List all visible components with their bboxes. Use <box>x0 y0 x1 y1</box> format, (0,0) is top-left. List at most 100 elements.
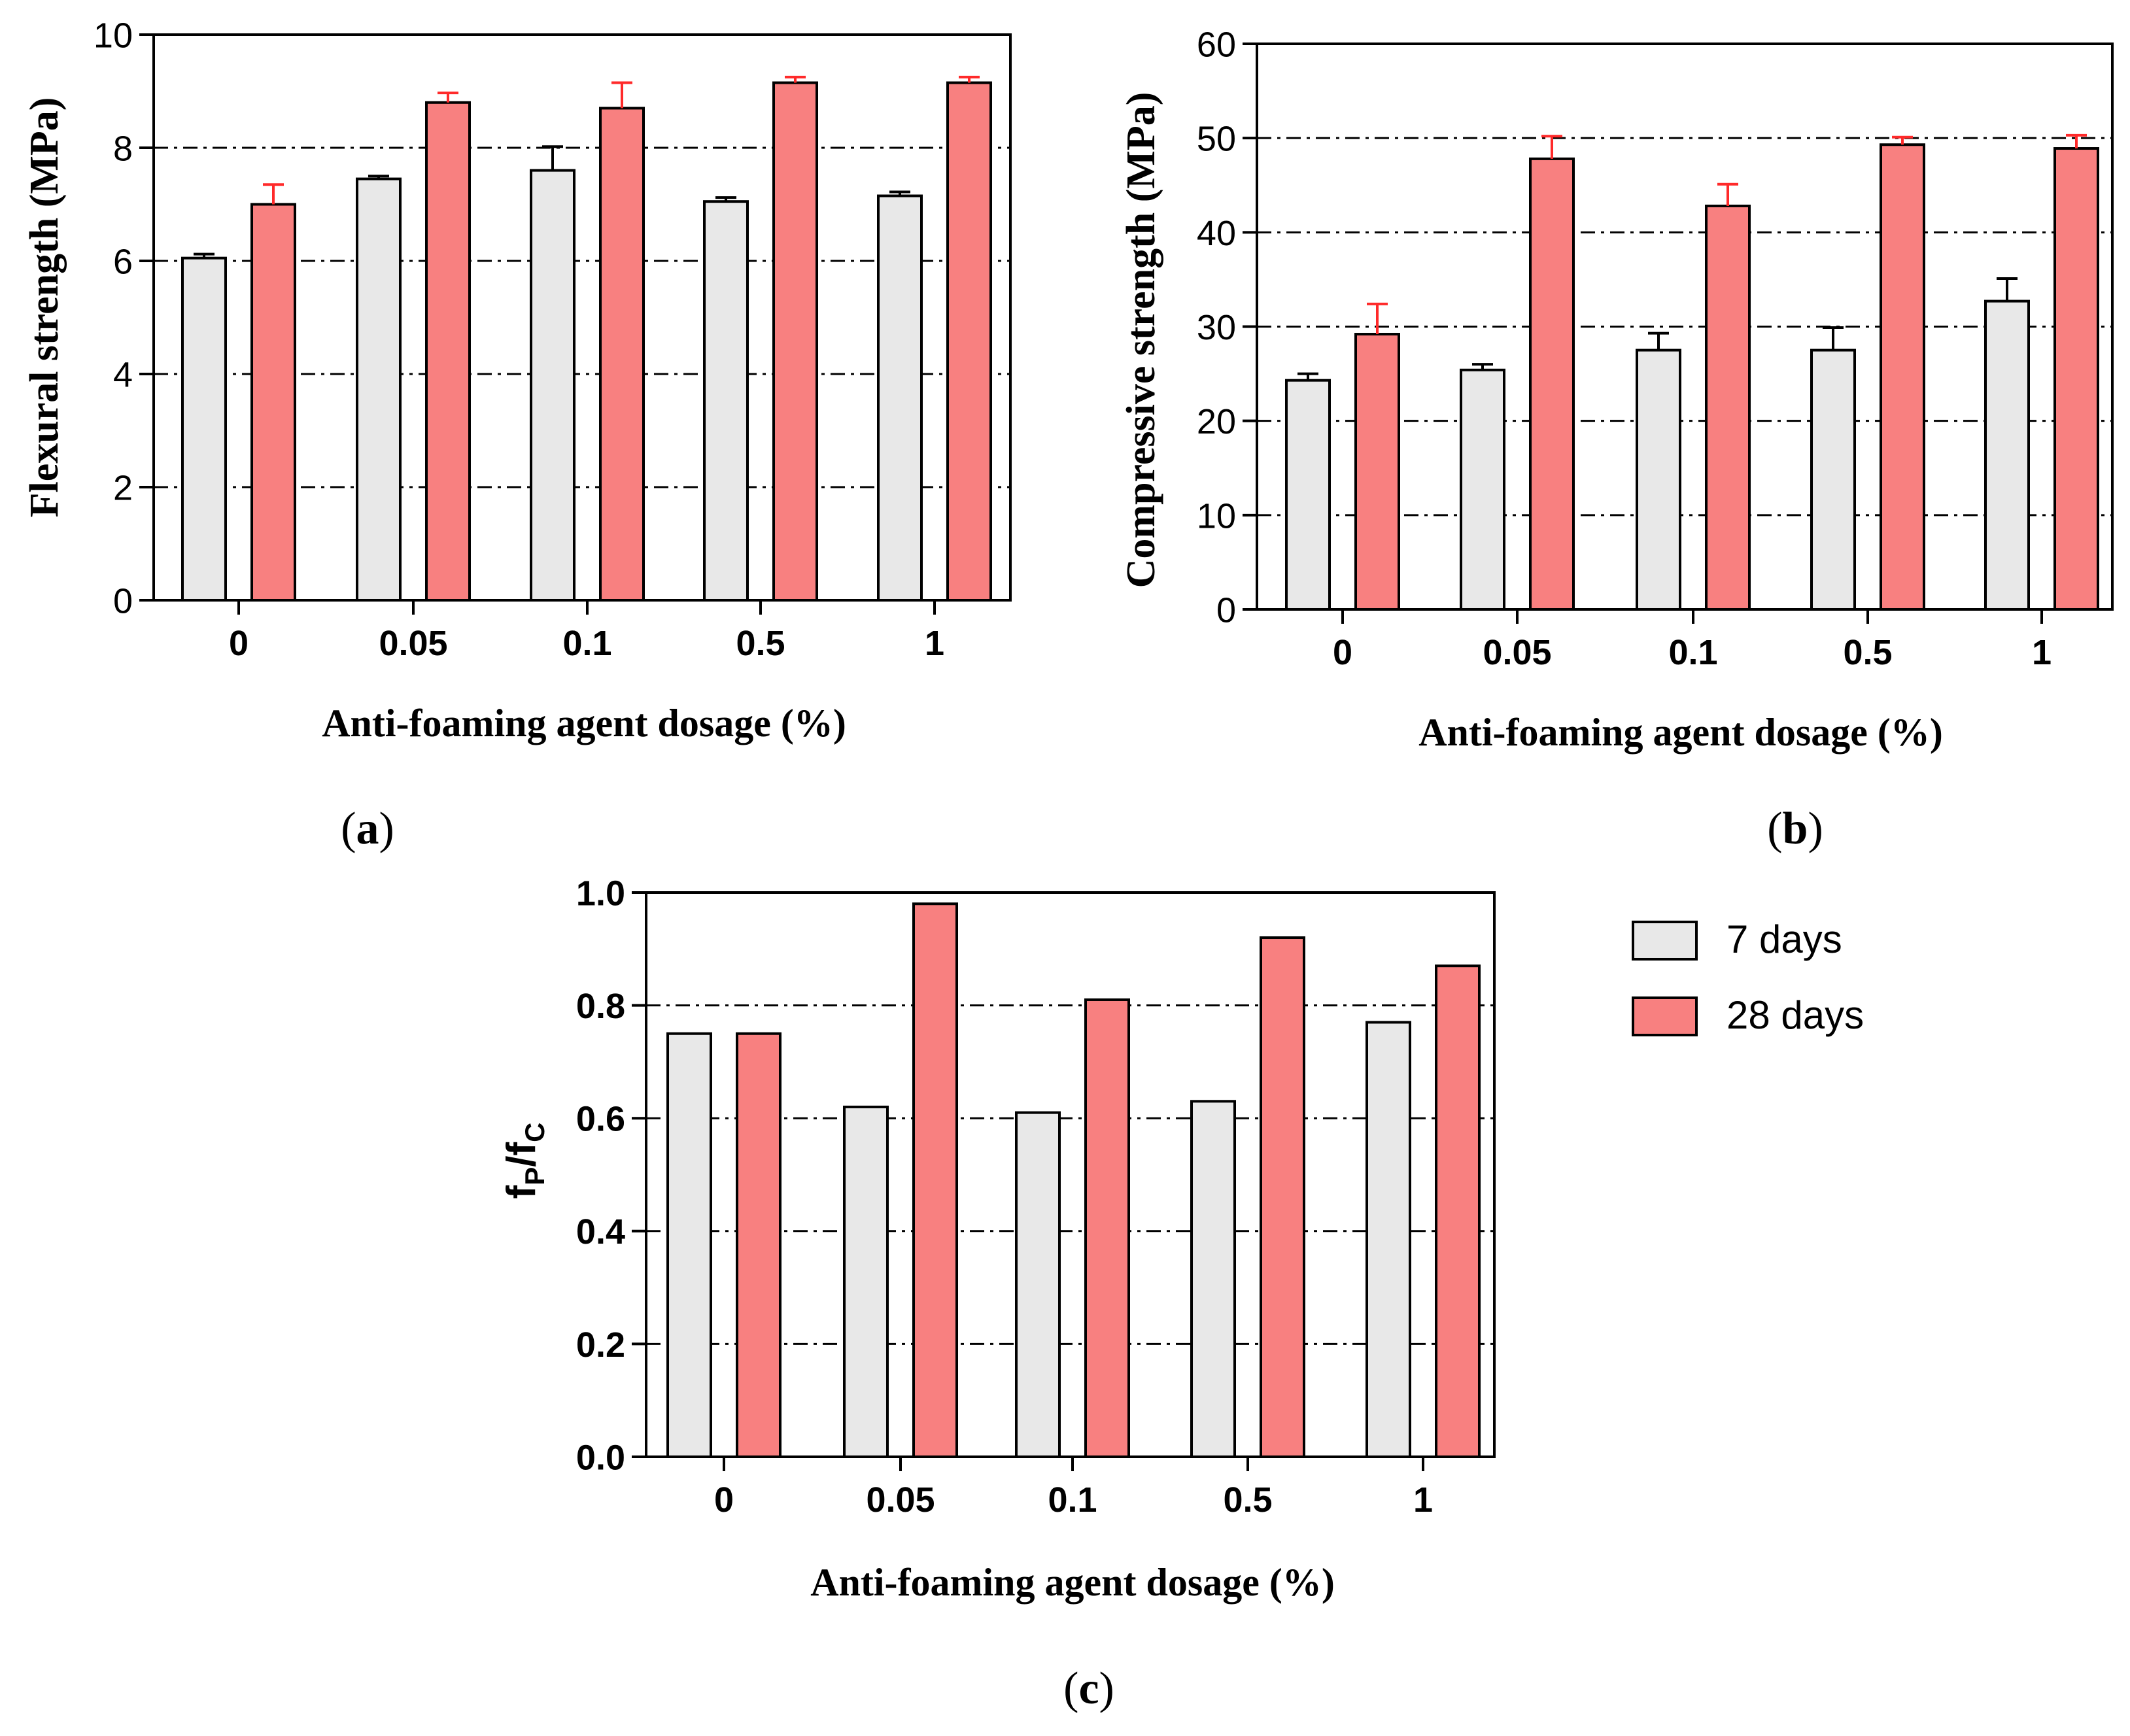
panel-c-y-axis-label: fP/fC <box>499 1123 550 1199</box>
panel-b-ytick-label-6: 60 <box>1197 25 1236 64</box>
panel-b-bar-28d-2 <box>1705 204 1751 611</box>
panel-c-bar-28d-1 <box>912 902 958 1458</box>
panel-a-xtick-label-3: 0.5 <box>736 624 785 663</box>
panel-a-bar-7d-0 <box>181 256 227 602</box>
panel-a-ytick-label-5: 10 <box>94 16 133 55</box>
panel-a-ytick-label-0: 0 <box>113 581 133 621</box>
legend-label-7-days: 7 days <box>1726 917 1842 961</box>
legend-swatch-7-days <box>1632 921 1698 961</box>
panel-a-bar-28d-0 <box>250 203 296 602</box>
panel-c-bar-28d-2 <box>1084 998 1130 1458</box>
panel-b-bar-7d-1 <box>1460 368 1505 611</box>
panel-c-bars <box>666 902 1481 1459</box>
panel-c-xtick-label-3: 0.5 <box>1223 1480 1272 1520</box>
panel-c-xtick-label-2: 0.1 <box>1048 1480 1097 1520</box>
panel-b-ytick-label-0: 0 <box>1216 590 1236 630</box>
panel-a-xtick-label-4: 1 <box>925 624 944 663</box>
panel-a-bar-28d-3 <box>772 81 818 602</box>
legend-label-28-days: 28 days <box>1726 993 1864 1037</box>
panel-b-xtick-label-0: 0 <box>1333 633 1352 672</box>
panel-b-x-ticks: 0 0.05 0.1 0.5 1 <box>1257 608 2112 672</box>
panel-b-bar-28d-3 <box>1880 143 1925 611</box>
panel-c-bar-7d-0 <box>666 1032 712 1458</box>
panel-c-bar-7d-4 <box>1366 1021 1411 1458</box>
panel-c-x-ticks: 0 0.05 0.1 0.5 1 <box>646 1455 1494 1520</box>
panel-b-ytick-label-5: 50 <box>1197 120 1236 159</box>
panel-b-y-ticks: 0 10 20 30 40 50 60 <box>1197 25 1257 630</box>
panel-a-caption-letter: a <box>356 804 379 854</box>
panel-c-caption: (c) <box>1063 1663 1114 1714</box>
panel-c-x-axis-label: Anti-foaming agent dosage (%) <box>810 1561 1335 1604</box>
panel-c-bar-28d-3 <box>1260 936 1305 1459</box>
panel-a-gridlines <box>154 146 1010 488</box>
panel-b-gridlines <box>1257 137 2112 517</box>
panel-a-ytick-label-2: 4 <box>113 355 133 394</box>
panel-a-bar-7d-1 <box>356 177 402 602</box>
panel-a-ytick-label-1: 2 <box>113 468 133 507</box>
panel-b-ytick-label-4: 40 <box>1197 214 1236 253</box>
panel-c-ylabel-sep: /f <box>499 1142 544 1167</box>
panel-b-caption-letter: b <box>1783 804 1808 854</box>
panel-b-bar-28d-0 <box>1354 333 1400 611</box>
panel-c-y-ticks: 0.0 0.2 0.4 0.6 0.8 1.0 <box>576 874 646 1477</box>
panel-b-bar-7d-0 <box>1285 379 1331 611</box>
panel-a-bar-7d-2 <box>530 169 575 602</box>
panel-c-bar-28d-0 <box>736 1032 782 1458</box>
panel-c-gridlines <box>646 1004 1494 1345</box>
panel-c-ytick-label-3: 0.6 <box>576 1100 625 1139</box>
panel-c-xtick-label-1: 0.05 <box>866 1480 935 1520</box>
panel-c-xtick-label-0: 0 <box>714 1480 734 1520</box>
panel-c-bar-7d-3 <box>1190 1100 1236 1459</box>
panel-a-xtick-label-0: 0 <box>229 624 249 663</box>
panel-c-ytick-label-1: 0.2 <box>576 1325 625 1365</box>
panel-c-ratio-chart: 0.0 0.2 0.4 0.6 0.8 1.0 0 0.05 0.1 0.5 1 fP/fC An… <box>499 874 1496 1714</box>
panel-a-ytick-label-3: 6 <box>113 242 133 281</box>
panel-c-bar-7d-1 <box>843 1105 889 1458</box>
panel-b-bar-7d-4 <box>1984 299 2030 611</box>
panel-b-ytick-label-1: 10 <box>1197 496 1236 536</box>
panel-a-x-axis-label: Anti-foaming agent dosage (%) <box>322 702 846 745</box>
panel-c-ylabel-sub-c: C <box>519 1123 550 1142</box>
panel-b-bar-28d-4 <box>2053 147 2099 611</box>
legend: 7 days 28 days <box>1632 917 1864 1037</box>
panel-c-xtick-label-4: 1 <box>1413 1480 1433 1520</box>
panel-c-ylabel-f1: f <box>499 1185 544 1199</box>
panel-a-bar-28d-2 <box>599 107 645 602</box>
panel-a-bar-7d-3 <box>703 200 749 602</box>
panel-a-xtick-label-1: 0.05 <box>379 624 447 663</box>
legend-swatch-28-days <box>1632 996 1698 1036</box>
panel-b-bar-7d-2 <box>1636 349 1681 611</box>
panel-b-bar-28d-1 <box>1529 157 1575 611</box>
panel-c-ytick-label-2: 0.4 <box>576 1212 625 1251</box>
panel-a-bars <box>181 81 992 602</box>
panel-b-x-axis-label: Anti-foaming agent dosage (%) <box>1418 711 1943 754</box>
panel-c-ytick-label-4: 0.8 <box>576 987 625 1026</box>
panel-b-error-bars <box>1297 133 2087 381</box>
panel-b-bars <box>1285 143 2099 611</box>
panel-b-y-axis-label: Compressive strength (MPa) <box>1119 92 1163 588</box>
panel-a-y-axis-label: Flexural strength (MPa) <box>22 97 67 518</box>
panel-a-bar-7d-4 <box>877 194 923 602</box>
panel-b-bar-7d-3 <box>1810 349 1856 611</box>
panel-a-xtick-label-2: 0.1 <box>562 624 611 663</box>
panel-c-ytick-label-0: 0.0 <box>576 1438 625 1477</box>
panel-b-ytick-label-2: 20 <box>1197 402 1236 441</box>
panel-b-xtick-label-3: 0.5 <box>1843 633 1892 672</box>
panel-b-ytick-label-3: 30 <box>1197 308 1236 347</box>
panel-b-xtick-label-1: 0.05 <box>1483 633 1551 672</box>
panel-c-caption-letter: c <box>1078 1663 1099 1714</box>
panel-a-ytick-label-4: 8 <box>113 129 133 168</box>
panel-a-bar-28d-1 <box>425 101 471 602</box>
panel-a-x-ticks: 0 0.05 0.1 0.5 1 <box>154 599 1010 663</box>
panel-a-caption: (a) <box>341 804 394 854</box>
panel-c-ylabel-sub-p: P <box>519 1167 550 1185</box>
panel-a-bar-28d-4 <box>946 81 992 602</box>
panel-b-compressive-strength-chart: 0 10 20 30 40 50 60 0 0.05 0.1 0.5 1 Compressive s… <box>1119 25 2114 854</box>
panel-c-bar-28d-4 <box>1435 964 1481 1458</box>
panel-c-ytick-label-5: 1.0 <box>576 874 625 913</box>
panel-a-flexural-strength-chart: 0 2 4 6 8 10 0 0.05 0.1 0.5 1 Flexural strength (… <box>22 16 1012 854</box>
panel-b-caption: (b) <box>1767 804 1823 854</box>
panel-c-bar-7d-2 <box>1015 1111 1061 1458</box>
panel-a-y-ticks: 0 2 4 6 8 10 <box>94 16 154 621</box>
